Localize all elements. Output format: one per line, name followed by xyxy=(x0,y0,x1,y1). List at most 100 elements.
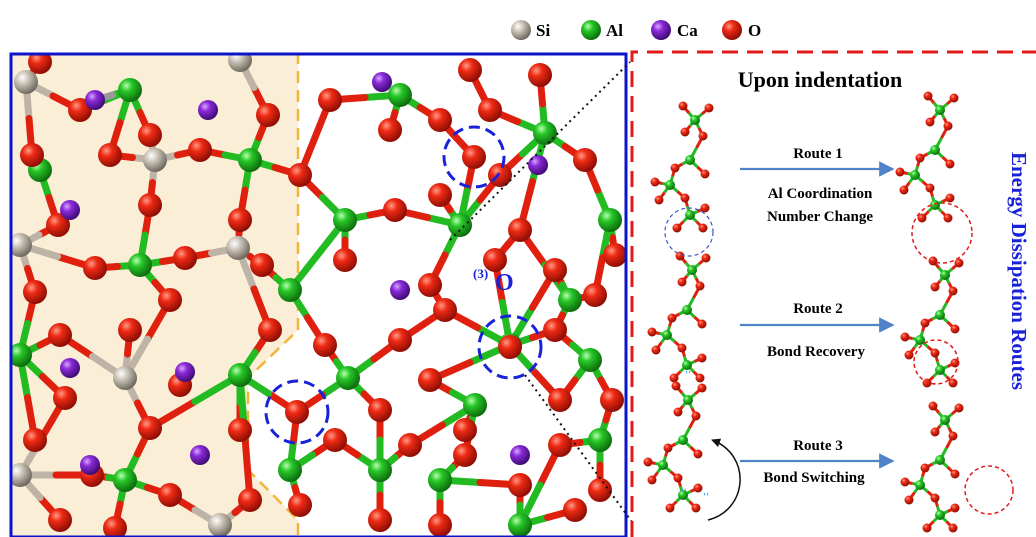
aluminum-atom xyxy=(578,348,602,372)
cluster-oxygen-atom xyxy=(950,324,960,334)
broken-bond-mark-route-3-a: '' xyxy=(681,487,687,499)
oxygen-atom xyxy=(383,198,407,222)
cluster-oxygen-atom xyxy=(920,463,930,473)
oxygen-atom xyxy=(528,63,552,87)
cluster-oxygen-atom xyxy=(948,431,958,441)
aluminum-atom xyxy=(278,458,302,482)
cluster-aluminum-atom xyxy=(910,170,920,180)
cluster-oxygen-atom xyxy=(693,483,703,493)
route-1-after-highlight xyxy=(911,202,973,264)
cluster-aluminum-atom xyxy=(935,310,945,320)
silicon-atom xyxy=(11,463,32,487)
cluster-oxygen-atom xyxy=(663,443,673,453)
oxygen-atom xyxy=(478,98,502,122)
route-3-name: Route 3 xyxy=(793,438,843,454)
cluster-oxygen-atom xyxy=(949,93,959,103)
routes-frame xyxy=(630,50,1036,537)
oxygen-label: (3) O xyxy=(473,266,514,296)
cluster-oxygen-atom xyxy=(904,495,914,505)
oxygen-label-superscript: (3) xyxy=(473,266,488,281)
cluster-aluminum-atom xyxy=(690,115,700,125)
oxygen-label-main: O xyxy=(495,270,514,296)
cluster-oxygen-atom xyxy=(680,193,690,203)
al-atom-icon xyxy=(581,20,601,40)
aluminum-atom xyxy=(428,468,452,492)
oxygen-atom xyxy=(398,433,422,457)
cluster-aluminum-atom xyxy=(682,305,692,315)
oxygen-atom xyxy=(388,328,412,352)
aluminum-atom xyxy=(238,148,262,172)
cluster-oxygen-atom xyxy=(697,353,707,363)
cluster-aluminum-atom xyxy=(685,210,695,220)
cluster-aluminum-atom xyxy=(915,480,925,490)
oxygen-atom xyxy=(323,428,347,452)
oxygen-atom xyxy=(48,508,72,532)
cluster-oxygen-atom xyxy=(670,163,680,173)
cluster-oxygen-atom xyxy=(950,503,960,513)
calcium-atom xyxy=(528,155,548,175)
calcium-atom xyxy=(390,280,410,300)
route-1-name: Route 1 xyxy=(793,146,843,162)
calcium-atom xyxy=(80,455,100,475)
cluster-oxygen-atom xyxy=(954,403,964,413)
oxygen-atom xyxy=(462,145,486,169)
cluster-aluminum-atom xyxy=(683,395,693,405)
cluster-oxygen-atom xyxy=(945,159,955,169)
oxygen-atom xyxy=(603,243,626,267)
silicon-atom xyxy=(208,513,232,537)
cluster-oxygen-atom xyxy=(700,203,710,213)
aluminum-atom xyxy=(11,343,32,367)
oxygen-atom xyxy=(428,108,452,132)
oxygen-atom xyxy=(23,428,47,452)
oxygen-atom xyxy=(548,433,572,457)
cluster-oxygen-atom xyxy=(698,223,708,233)
oxygen-atom xyxy=(333,248,357,272)
legend-item-ca: Ca xyxy=(651,20,698,40)
cluster-aluminum-atom xyxy=(678,490,688,500)
cluster-aluminum-atom xyxy=(662,330,672,340)
cluster-oxygen-atom xyxy=(677,277,687,287)
oxygen-atom xyxy=(228,418,252,442)
oxygen-atom xyxy=(583,283,607,307)
oxygen-atom xyxy=(46,213,70,237)
calcium-atom xyxy=(198,100,218,120)
oxygen-atom xyxy=(318,88,342,112)
cluster-oxygen-atom xyxy=(691,503,701,513)
aluminum-atom xyxy=(588,428,612,452)
silicon-atom xyxy=(226,236,250,260)
cluster-oxygen-atom xyxy=(698,131,708,141)
broken-bond-mark-route-3-b: '' xyxy=(703,491,709,503)
oxygen-atom xyxy=(428,183,452,207)
aluminum-atom xyxy=(128,253,152,277)
oxygen-atom xyxy=(543,258,567,282)
aluminum-atom xyxy=(368,458,392,482)
routes-vertical-title: Energy Dissipation Routes xyxy=(1007,152,1031,390)
cluster-oxygen-atom xyxy=(693,449,703,459)
oxygen-atom xyxy=(600,388,624,412)
oxygen-atom xyxy=(288,493,312,517)
cluster-oxygen-atom xyxy=(922,378,932,388)
routes-panel: Upon indentation Energy Dissipation Rout… xyxy=(630,50,1036,537)
oxygen-atom xyxy=(28,54,52,74)
silicon-atom xyxy=(143,148,167,172)
cluster-oxygen-atom xyxy=(900,332,910,342)
route-3-before-cluster xyxy=(643,381,707,513)
calcium-atom xyxy=(372,72,392,92)
oxygen-atom xyxy=(173,246,197,270)
cluster-oxygen-atom xyxy=(647,475,657,485)
calcium-atom xyxy=(510,445,530,465)
cluster-oxygen-atom xyxy=(895,167,905,177)
oxygen-atom xyxy=(368,508,392,532)
oxygen-atom xyxy=(453,418,477,442)
oxygen-atom xyxy=(138,416,162,440)
cluster-oxygen-atom xyxy=(948,286,958,296)
cluster-oxygen-atom xyxy=(643,457,653,467)
legend-item-si: Si xyxy=(511,20,550,40)
cluster-aluminum-atom xyxy=(687,265,697,275)
silicon-atom xyxy=(113,366,137,390)
aluminum-atom xyxy=(278,278,302,302)
oxygen-atom xyxy=(368,398,392,422)
highlight-circle-middle xyxy=(477,314,543,380)
oxygen-atom xyxy=(188,138,212,162)
oxygen-atom xyxy=(256,103,280,127)
